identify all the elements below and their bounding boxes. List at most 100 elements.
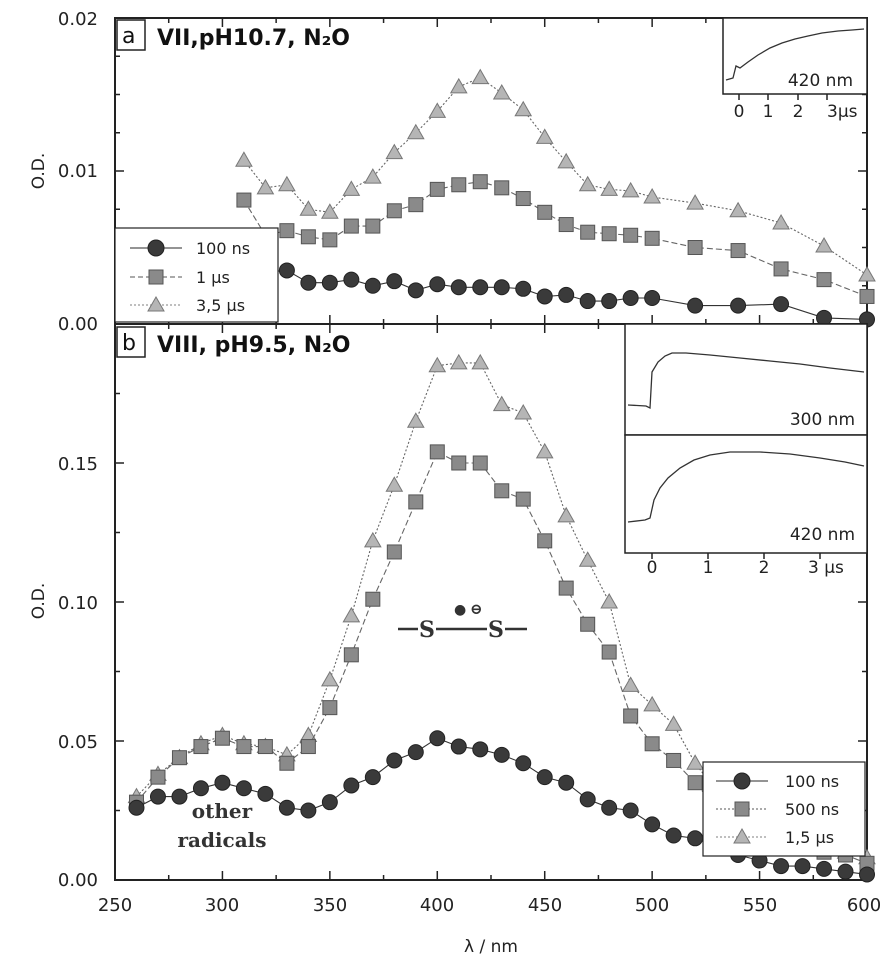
data-point-square [602, 645, 616, 659]
data-point-circle [559, 287, 574, 302]
data-point-triangle [343, 181, 359, 195]
data-point-square [538, 534, 552, 548]
panel-b-ytick-label: 0.05 [58, 732, 98, 753]
data-point-square [688, 776, 702, 790]
data-point-square [280, 224, 294, 238]
data-point-square [624, 709, 638, 723]
data-point-circle [430, 731, 445, 746]
data-point-triangle [322, 672, 338, 686]
panel-b-ytick-label: 0.15 [58, 454, 98, 475]
data-point-square [194, 740, 208, 754]
legend-label: 500 ns [785, 800, 839, 819]
sulfur-atom-label: S [419, 617, 435, 643]
data-point-triangle [644, 189, 660, 203]
data-point-triangle [601, 594, 617, 608]
inset-tick-label: 2 [793, 102, 804, 122]
data-point-triangle [537, 129, 553, 143]
data-point-square [624, 228, 638, 242]
panel-b-ytick-label: 0.00 [58, 870, 98, 891]
annotation-other-radicals-line1: other [192, 799, 253, 823]
panel-b-ylabel: O.D. [29, 583, 49, 620]
data-point-circle [387, 274, 402, 289]
data-point-square [172, 751, 186, 765]
data-point-circle [516, 756, 531, 771]
data-point-square [237, 193, 251, 207]
data-point-square [430, 445, 444, 459]
panel-a-letter: a [122, 24, 135, 49]
data-point-circle [150, 789, 165, 804]
panel-a-ytick-label: 0.02 [58, 9, 98, 30]
data-point-square [774, 262, 788, 276]
data-point-square [860, 289, 874, 303]
data-point-circle [537, 770, 552, 785]
data-point-circle [430, 277, 445, 292]
data-point-square [581, 225, 595, 239]
legend-label: 3,5 µs [196, 296, 245, 315]
panel-b-xtick-label: 250 [98, 895, 132, 916]
panel-b-title: VIII, pH9.5, N₂O [157, 333, 351, 358]
panel-b-legend-box [703, 762, 865, 856]
data-point-triangle [451, 79, 467, 93]
data-point-triangle [472, 70, 488, 84]
data-point-triangle [773, 215, 789, 229]
panel-a-ylabel: O.D. [29, 153, 49, 190]
panel-b-xtick-label: 550 [743, 895, 777, 916]
panel-b-xtick-label: 500 [635, 895, 669, 916]
data-point-circle [408, 745, 423, 760]
data-point-square [495, 181, 509, 195]
data-point-square [516, 192, 530, 206]
data-point-triangle [687, 195, 703, 209]
data-point-circle [602, 294, 617, 309]
data-point-triangle [558, 508, 574, 522]
legend-square-marker [149, 270, 163, 284]
panel-a-ytick-label: 0.00 [58, 314, 98, 335]
data-point-circle [580, 294, 595, 309]
data-point-circle [473, 280, 488, 295]
data-point-square [258, 740, 272, 754]
panel-a: a VII,pH10.7, N₂O O.D. 0.00 0.01 0.02 10… [29, 9, 875, 335]
data-point-square [495, 484, 509, 498]
data-point-circle [279, 263, 294, 278]
data-point-triangle [687, 755, 703, 769]
data-point-triangle [236, 152, 252, 166]
legend-label: 1 µs [196, 268, 230, 287]
data-point-square [215, 731, 229, 745]
panel-a-series [236, 70, 875, 327]
data-point-circle [688, 298, 703, 313]
data-point-triangle [859, 267, 875, 281]
data-point-circle [688, 831, 703, 846]
panel-b-xtick-label: 400 [420, 895, 454, 916]
data-point-circle [451, 280, 466, 295]
data-point-circle [494, 747, 509, 762]
panel-b-legend: 100 ns 500 ns 1,5 µs [703, 762, 865, 856]
data-point-circle [774, 859, 789, 874]
legend-label: 100 ns [196, 239, 250, 258]
inset-tick-label: 2 [759, 558, 770, 578]
legend-square-marker [735, 802, 749, 816]
data-point-square [473, 456, 487, 470]
series-line [244, 78, 867, 275]
inset-tick-label: 1 [763, 102, 774, 122]
data-point-square [645, 231, 659, 245]
data-point-triangle [386, 477, 402, 491]
series-line [244, 269, 867, 320]
data-point-triangle [515, 102, 531, 116]
data-point-circle [559, 775, 574, 790]
data-point-square [538, 205, 552, 219]
data-point-triangle [343, 608, 359, 622]
disulfide-radical-anion-structure: S S ● ⊖ [398, 600, 527, 643]
data-point-triangle [472, 355, 488, 369]
annotation-other-radicals-line2: radicals [177, 828, 266, 852]
data-point-circle [322, 795, 337, 810]
panel-b-xtick-label: 450 [528, 895, 562, 916]
data-point-circle [344, 778, 359, 793]
panel-b-ytick-label: 0.10 [58, 593, 98, 614]
data-point-circle [387, 753, 402, 768]
data-point-square [387, 545, 401, 559]
data-point-triangle [494, 85, 510, 99]
panel-b-letter: b [122, 331, 136, 356]
data-point-circle [666, 828, 681, 843]
data-point-triangle [408, 413, 424, 427]
data-point-circle [473, 742, 488, 757]
